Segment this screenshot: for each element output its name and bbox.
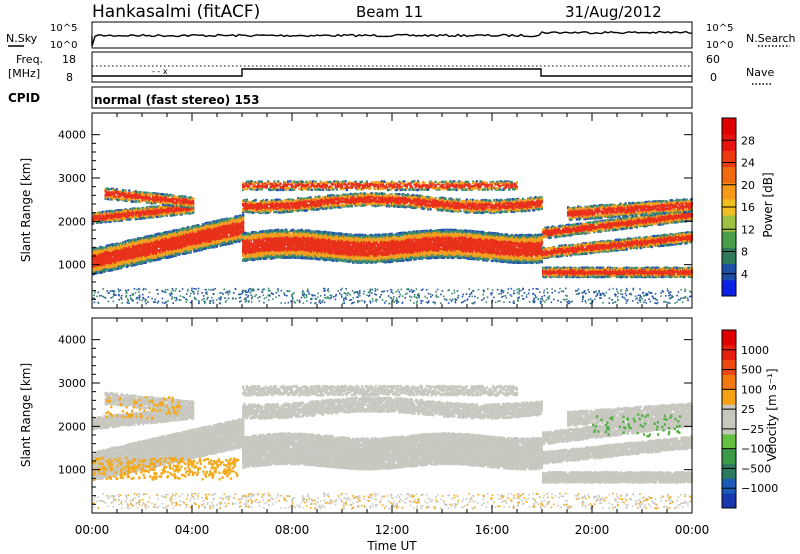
freq-left-tick-bottom: 8 (66, 71, 73, 84)
power-cell (185, 196, 187, 198)
freq-panel-frame (92, 52, 692, 82)
freq-right-tick-top: 60 (706, 53, 720, 66)
rti-figure: Hankasalmi (fitACF) Beam 11 31/Aug/2012 … (0, 0, 800, 554)
power-cell (242, 214, 244, 216)
date-title: 31/Aug/2012 (565, 3, 662, 21)
freq-label-2: [MHz] (8, 67, 40, 80)
station-title: Hankasalmi (fitACF) (92, 2, 260, 22)
power-cell (113, 265, 115, 267)
power-cell (232, 222, 234, 224)
cpid-label: CPID (8, 91, 40, 105)
power-cell (242, 226, 244, 228)
noise-left-tick-bottom: 10^0 (50, 40, 77, 51)
power-cell (175, 196, 177, 198)
beam-title: Beam 11 (356, 3, 423, 21)
power-cell (181, 196, 183, 198)
noise-left-tick-top: 10^5 (50, 23, 77, 34)
power-cell (132, 200, 134, 202)
power-cell (108, 188, 110, 190)
freq-right-tick-bottom: 0 (710, 71, 717, 84)
noise-sky-trace (92, 32, 692, 47)
power-cell (115, 267, 117, 269)
power-cell (122, 190, 124, 192)
power-cell (192, 209, 194, 211)
power-cell (105, 221, 107, 223)
power-cell (187, 251, 189, 253)
power-cell (133, 259, 135, 261)
power-cell (242, 217, 244, 219)
nave-label: Nave (746, 66, 774, 79)
power-cell (223, 219, 225, 221)
power-cell (166, 194, 168, 196)
noise-right-tick-bottom: 10^0 (706, 40, 733, 51)
noise-left-label: N.Sky (6, 32, 38, 45)
cpid-value: normal (fast stereo) 153 (94, 93, 260, 107)
noise-right-tick-top: 10^5 (706, 23, 733, 34)
power-cell (147, 253, 149, 255)
noise-right-label: N.Search (746, 32, 796, 45)
power-cell (128, 189, 130, 191)
power-cell (192, 212, 194, 214)
freq-trace (92, 69, 692, 76)
power-cell (190, 250, 192, 252)
power-heatmap (92, 180, 693, 304)
power-cell (156, 246, 158, 248)
power-cell (107, 198, 109, 200)
power-cell (161, 257, 163, 259)
power-cell (163, 194, 165, 196)
freq-label-1: Freq. (16, 53, 43, 66)
freq-glitch-mark: - - x (152, 67, 168, 76)
power-cell (148, 197, 150, 199)
power-cell (125, 191, 127, 193)
power-cell (136, 191, 138, 193)
freq-left-tick-top: 18 (62, 53, 76, 66)
power-cell (171, 210, 173, 212)
power-cell (242, 222, 244, 224)
power-cell (178, 195, 180, 197)
